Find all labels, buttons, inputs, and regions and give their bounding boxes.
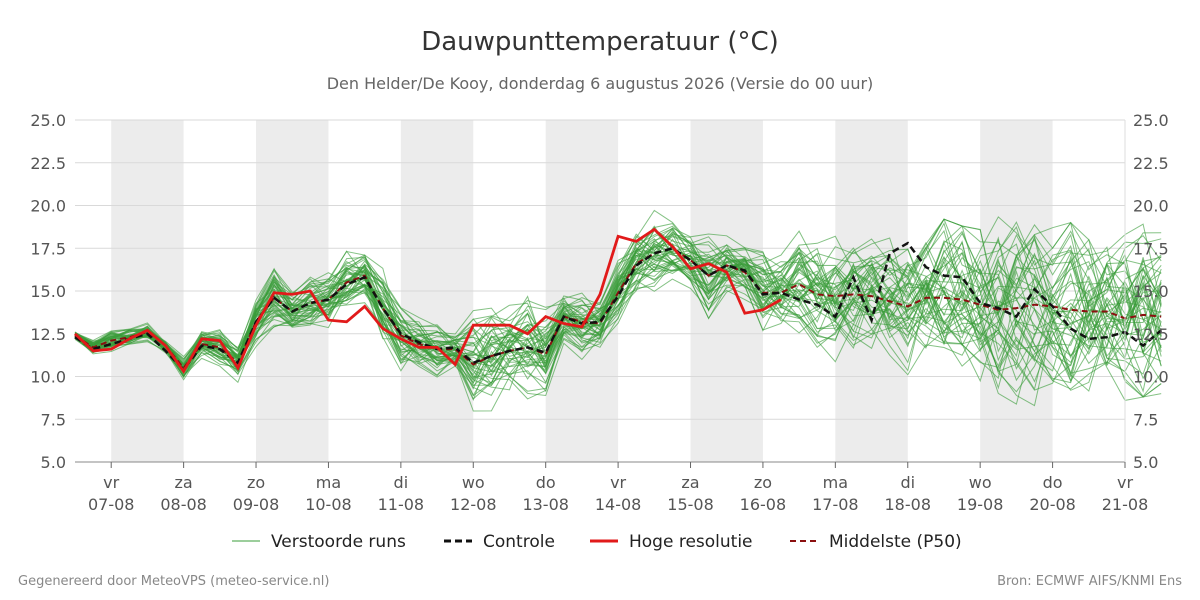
x-tick-date-label: 18-08 xyxy=(885,495,932,514)
x-tick-day-label: di xyxy=(394,473,409,492)
y-tick-label-right: 25.0 xyxy=(1133,111,1169,130)
x-tick-date-label: 13-08 xyxy=(522,495,569,514)
x-tick-date-label: 21-08 xyxy=(1102,495,1149,514)
y-tick-label-left: 7.5 xyxy=(41,410,66,429)
x-tick-day-label: wo xyxy=(462,473,485,492)
x-tick-date-label: 16-08 xyxy=(740,495,787,514)
ensemble-run-line xyxy=(74,235,1162,373)
x-tick-date-label: 17-08 xyxy=(812,495,859,514)
x-tick-day-label: ma xyxy=(823,473,848,492)
x-tick-day-label: vr xyxy=(103,473,119,492)
ensemble-run-line xyxy=(74,230,1162,401)
y-tick-label-left: 5.0 xyxy=(41,453,66,472)
source-note: Bron: ECMWF AIFS/KNMI Ens xyxy=(997,574,1182,589)
x-tick-date-label: 10-08 xyxy=(305,495,352,514)
x-tick-day-label: za xyxy=(175,473,193,492)
control-line xyxy=(74,241,1163,372)
x-tick-date-label: 12-08 xyxy=(450,495,497,514)
x-tick-day-label: do xyxy=(536,473,556,492)
x-tick-day-label: di xyxy=(900,473,915,492)
x-tick-date-label: 07-08 xyxy=(88,495,135,514)
x-tick-day-label: vr xyxy=(610,473,626,492)
legend-label-control: Controle xyxy=(483,532,555,552)
x-tick-day-label: ma xyxy=(316,473,341,492)
median-p50-line xyxy=(74,247,1162,370)
legend-label-median: Middelste (P50) xyxy=(829,532,962,552)
x-tick-date-label: 08-08 xyxy=(160,495,207,514)
chart-subtitle: Den Helder/De Kooy, donderdag 6 augustus… xyxy=(327,74,874,93)
y-tick-label-right: 22.5 xyxy=(1133,154,1169,173)
y-tick-label-right: 5.0 xyxy=(1133,453,1158,472)
ensemble-run-line xyxy=(74,265,1162,391)
legend-label-high-resolution: Hoge resolutie xyxy=(629,532,753,552)
x-tick-day-label: zo xyxy=(754,473,772,492)
y-tick-label-right: 15.0 xyxy=(1133,282,1169,301)
y-tick-label-left: 12.5 xyxy=(30,325,66,344)
x-tick-day-label: za xyxy=(681,473,699,492)
high-resolution-line xyxy=(74,227,782,375)
main-series xyxy=(74,227,1163,375)
x-tick-date-label: 11-08 xyxy=(378,495,425,514)
ensemble-run-line xyxy=(74,246,1162,385)
ensemble-run-line xyxy=(74,241,1162,401)
legend: Verstoorde runs Controle Hoge resolutie Mid… xyxy=(232,532,962,552)
y-tick-label-left: 22.5 xyxy=(30,154,66,173)
ensemble-run-line xyxy=(74,227,1162,390)
generated-by-note: Gegenereerd door MeteoVPS (meteo-service… xyxy=(18,574,329,589)
y-tick-label-left: 15.0 xyxy=(30,282,66,301)
y-tick-label-right: 10.0 xyxy=(1133,368,1169,387)
chart-title: Dauwpunttemperatuur (°C) xyxy=(421,27,779,57)
axes: 5.0 5.0 7.5 7.5 10.0 10.0 12.5 12.5 15.0 15.0 17.5… xyxy=(30,111,1168,514)
y-tick-label-right: 12.5 xyxy=(1133,325,1169,344)
x-tick-date-label: 15-08 xyxy=(667,495,714,514)
x-tick-date-label: 09-08 xyxy=(233,495,280,514)
y-tick-label-left: 20.0 xyxy=(30,197,66,216)
y-tick-label-right: 7.5 xyxy=(1133,410,1158,429)
x-tick-date-label: 14-08 xyxy=(595,495,642,514)
x-tick-day-label: wo xyxy=(969,473,992,492)
y-tick-label-left: 17.5 xyxy=(30,239,66,258)
x-tick-day-label: vr xyxy=(1117,473,1133,492)
y-tick-label-right: 17.5 xyxy=(1133,239,1169,258)
y-tick-label-left: 10.0 xyxy=(30,368,66,387)
ensemble-run-line xyxy=(74,239,1162,405)
ensemble-run-line xyxy=(74,230,1162,375)
x-tick-date-label: 19-08 xyxy=(957,495,1004,514)
y-tick-label-left: 25.0 xyxy=(30,111,66,130)
x-tick-day-label: do xyxy=(1043,473,1063,492)
legend-label-ensemble: Verstoorde runs xyxy=(271,532,406,552)
x-tick-date-label: 20-08 xyxy=(1029,495,1076,514)
y-tick-label-right: 20.0 xyxy=(1133,197,1169,216)
x-tick-day-label: zo xyxy=(247,473,265,492)
ensemble-run-line xyxy=(74,231,1162,376)
